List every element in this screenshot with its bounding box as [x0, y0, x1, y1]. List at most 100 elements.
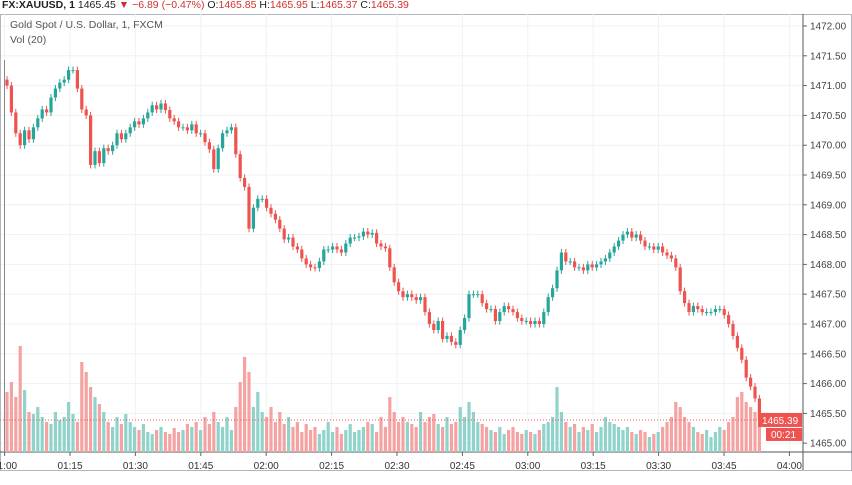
candle-body — [476, 294, 480, 296]
volume-bar — [181, 430, 185, 452]
volume-bar — [551, 417, 555, 452]
candle-body — [133, 121, 137, 128]
candle-body — [27, 130, 31, 140]
candle-body — [309, 264, 313, 268]
volume-bar — [568, 427, 572, 452]
volume-bar — [243, 357, 247, 452]
price-tick-label: 1467.50 — [810, 290, 847, 301]
volume-bar — [744, 402, 748, 452]
low-value: 1465.37 — [319, 0, 358, 11]
volume-bar — [326, 422, 330, 452]
time-tick-label: 03:45 — [711, 461, 736, 472]
candle-body — [449, 335, 453, 342]
volume-bar — [740, 392, 744, 452]
volume-bar — [691, 427, 695, 452]
candle-body — [546, 297, 550, 313]
price-tick-label: 1472.00 — [810, 22, 847, 33]
candle-body — [168, 110, 172, 119]
volume-bar — [339, 434, 343, 452]
candle-body — [273, 213, 277, 220]
candle-body — [194, 124, 198, 134]
volume-bar — [603, 417, 607, 452]
volume-bar — [102, 412, 106, 452]
volume-bar — [392, 412, 396, 452]
candle-body — [141, 118, 145, 125]
candle-body — [652, 246, 656, 250]
volume-bar — [458, 407, 462, 452]
volume-bar — [405, 422, 409, 452]
time-tick-label: 04:00 — [777, 461, 802, 472]
candle-body — [247, 186, 251, 229]
volume-bar — [445, 417, 449, 452]
candle-body — [405, 294, 409, 298]
volume-bar — [163, 432, 167, 452]
candle-body — [256, 198, 260, 208]
series-legend[interactable]: Gold Spot / U.S. Dollar, 1, FXCM — [10, 19, 163, 31]
volume-bar — [669, 417, 673, 452]
volume-bar — [590, 424, 594, 452]
volume-bar — [498, 427, 502, 452]
candle-body — [18, 133, 22, 146]
volume-bar — [436, 424, 440, 452]
volume-bar — [480, 424, 484, 452]
volume-bar — [40, 417, 44, 452]
candle-body — [45, 109, 49, 113]
volume-legend[interactable]: Vol (20) — [10, 34, 47, 46]
candle-body — [31, 127, 35, 140]
candle-body — [111, 145, 115, 152]
candle-body — [67, 70, 71, 80]
volume-bar — [155, 430, 159, 452]
candle-body — [727, 315, 731, 324]
time-tick-label: 01:45 — [188, 461, 213, 472]
candle-body — [146, 112, 150, 119]
volume-bar — [511, 427, 515, 452]
volume-bar — [555, 387, 559, 452]
candle-body — [75, 70, 79, 89]
price-tick-label: 1468.00 — [810, 260, 847, 271]
candle-body — [718, 309, 722, 311]
volume-bar — [647, 437, 651, 452]
volume-bar — [533, 434, 537, 452]
time-tick-label: 02:00 — [254, 461, 279, 472]
volume-bar — [700, 434, 704, 452]
volume-bar — [322, 430, 326, 452]
candle-body — [304, 258, 308, 265]
volume-bar — [388, 397, 392, 452]
candle-body — [507, 306, 511, 310]
candle-body — [115, 133, 119, 146]
candle-body — [36, 118, 40, 128]
candle-body — [177, 121, 181, 128]
volume-bar — [353, 432, 357, 452]
volume-bar — [348, 424, 352, 452]
volume-bar — [370, 424, 374, 452]
volume-bar — [203, 417, 207, 452]
time-tick-label: 03:15 — [581, 461, 606, 472]
candle-body — [260, 198, 264, 200]
volume-bar — [133, 427, 137, 452]
volume-bar — [674, 402, 678, 452]
candle-body — [480, 294, 484, 304]
candle-body — [265, 198, 269, 208]
time-tick-label: 02:45 — [450, 461, 475, 472]
candle-body — [586, 264, 590, 271]
time-tick-label: 03:30 — [646, 461, 671, 472]
candle-body — [529, 321, 533, 324]
candle-body — [722, 309, 726, 316]
candle-body — [731, 324, 735, 336]
volume-bar — [190, 427, 194, 452]
candle-body — [691, 306, 695, 313]
volume-bar — [287, 417, 291, 452]
volume-bar — [713, 432, 717, 452]
candle-body — [106, 148, 110, 152]
volume-bar — [599, 427, 603, 452]
candle-body — [634, 234, 638, 238]
candle-body — [392, 267, 396, 283]
open-label: O: — [207, 0, 219, 11]
candle-body — [735, 335, 739, 348]
volume-bar — [335, 427, 339, 452]
time-tick-label: 02:15 — [319, 461, 344, 472]
candle-body — [740, 347, 744, 360]
volume-bar — [577, 432, 581, 452]
volume-bar — [168, 434, 172, 452]
